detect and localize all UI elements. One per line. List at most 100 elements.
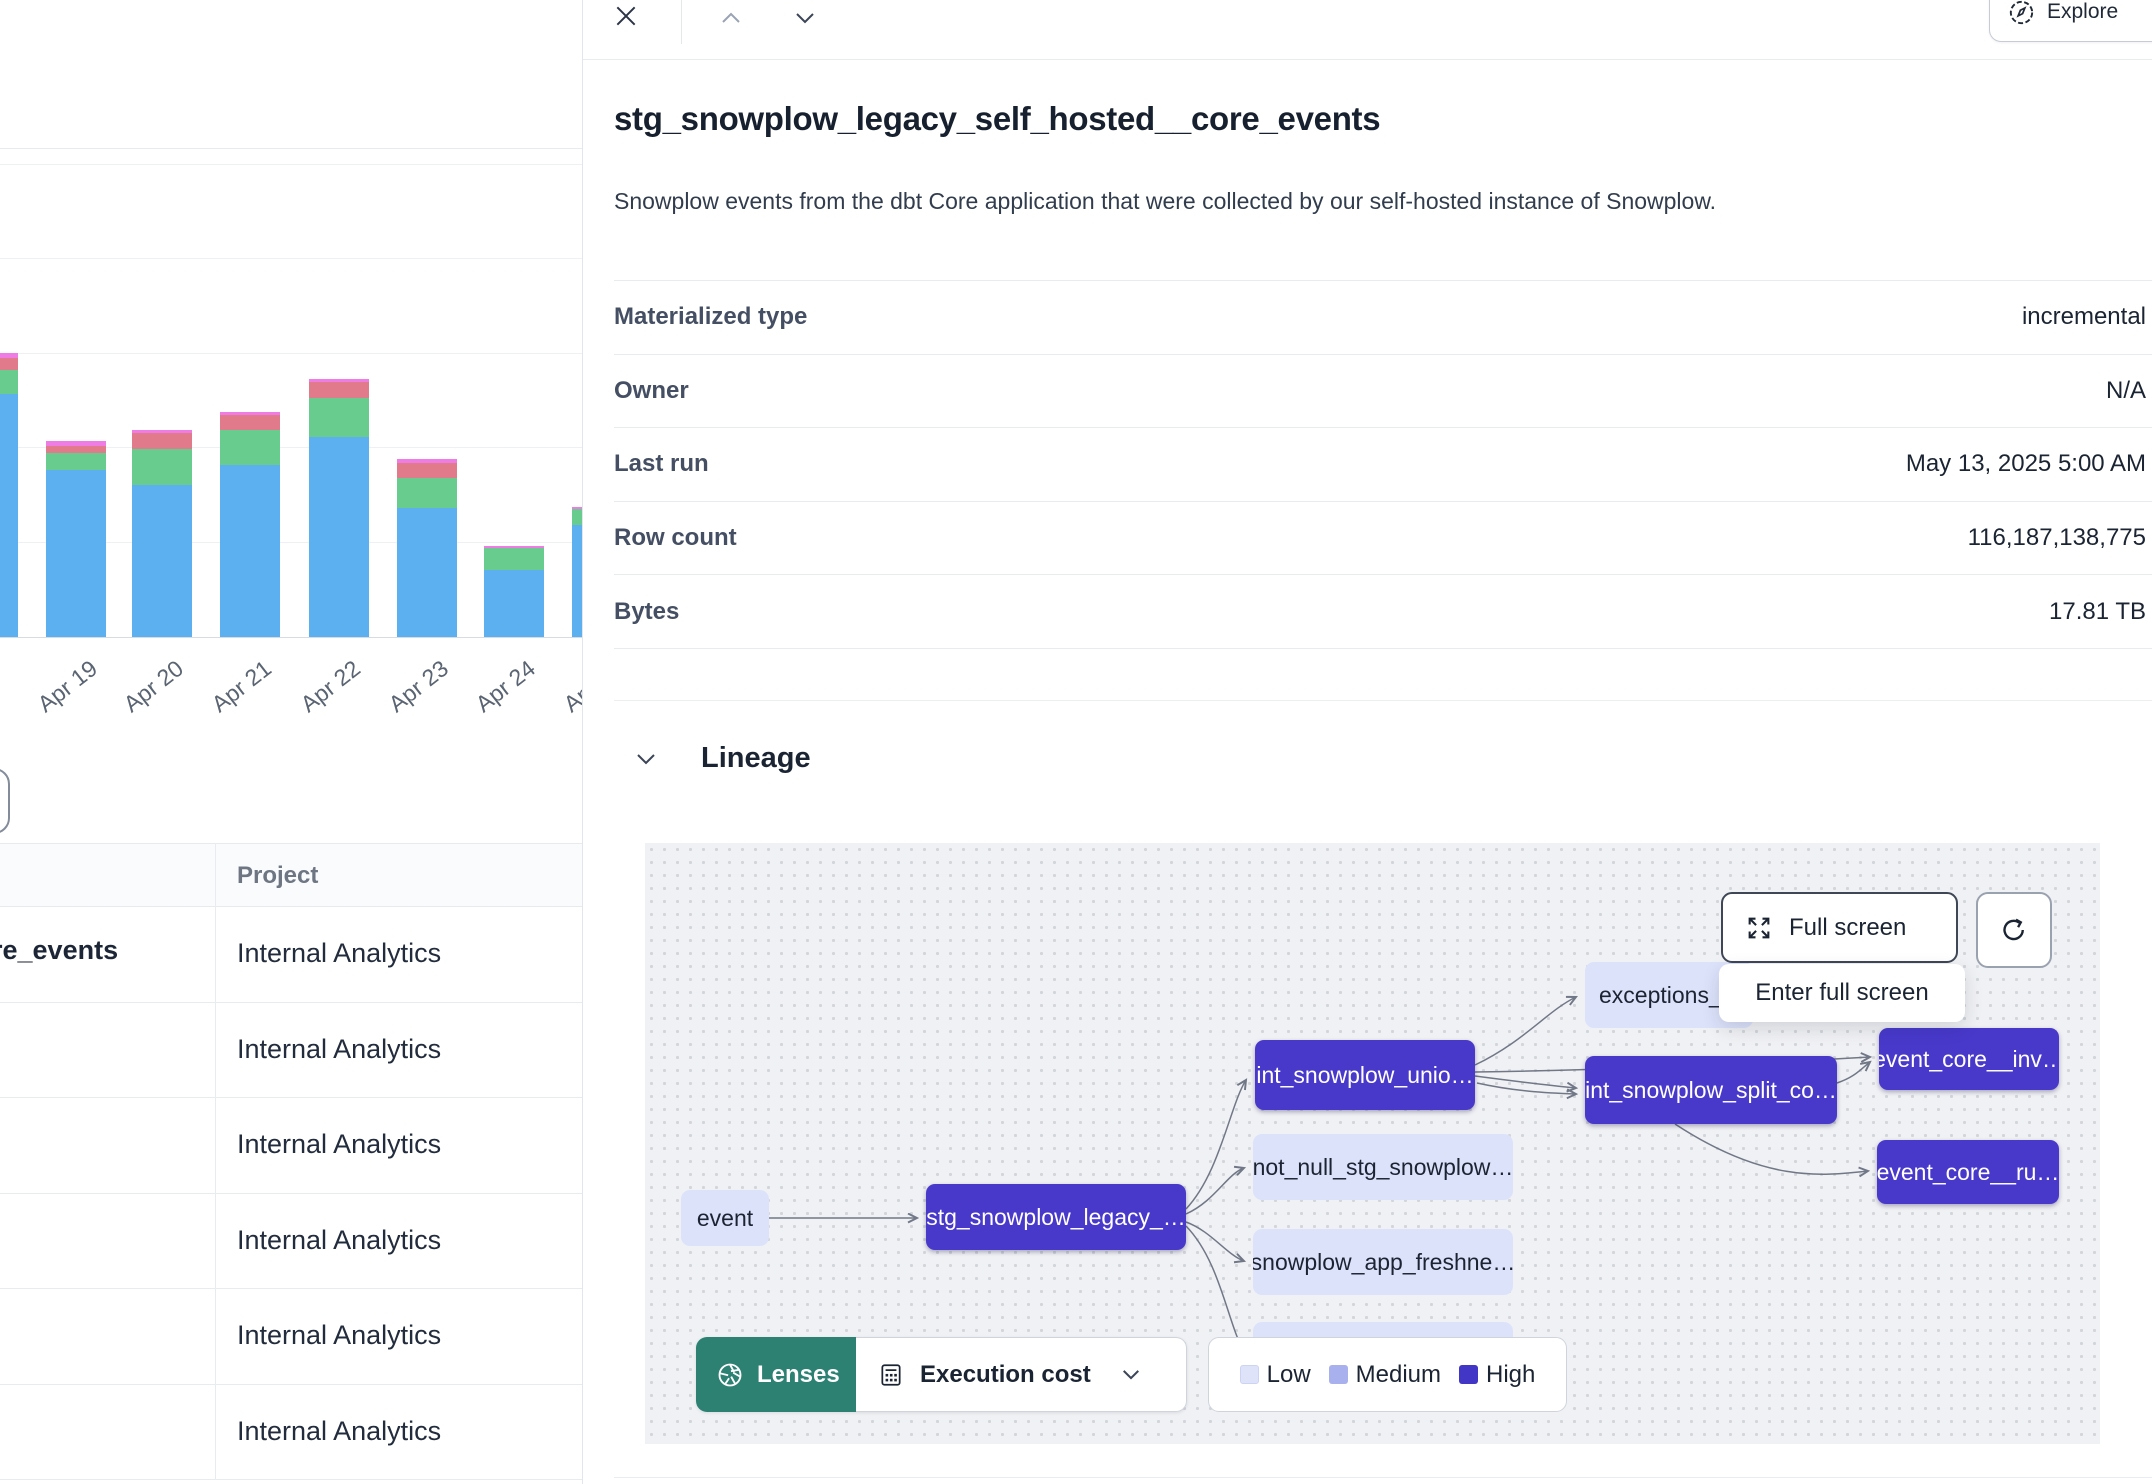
section-divider bbox=[614, 700, 2152, 701]
bar-segment-red bbox=[220, 414, 280, 431]
bar-Apr 23 bbox=[397, 459, 457, 637]
fullscreen-button[interactable]: Full screen bbox=[1721, 892, 1958, 963]
legend-swatch bbox=[1328, 1365, 1348, 1384]
compass-icon bbox=[2009, 0, 2034, 24]
project-cell: Internal Analytics bbox=[237, 1320, 442, 1350]
explore-button[interactable]: Explore bbox=[1989, 0, 2152, 42]
lineage-node-ru[interactable]: event_core__ru… bbox=[1877, 1140, 2059, 1204]
table-header-row: Project bbox=[0, 843, 582, 907]
lineage-node-split_co[interactable]: int_snowplow_split_co… bbox=[1585, 1056, 1837, 1124]
meta-label: Row count bbox=[614, 524, 737, 552]
table-row[interactable]: Internal Analytics bbox=[0, 1289, 582, 1385]
legend-swatch bbox=[1239, 1365, 1259, 1384]
table-row[interactable]: Internal Analytics bbox=[0, 1002, 582, 1098]
chevron-up-icon bbox=[722, 12, 740, 23]
column-divider bbox=[215, 843, 216, 1480]
lineage-canvas[interactable]: event stg_snowplow_legacy_… int_snowplow_u… bbox=[645, 843, 2100, 1444]
fullscreen-tooltip: Enter full screen bbox=[1719, 964, 1965, 1022]
lineage-node-inv[interactable]: event_core__inv… bbox=[1879, 1028, 2059, 1090]
lineage-node-stg[interactable]: stg_snowplow_legacy_… bbox=[926, 1184, 1186, 1250]
bar-segment-violet bbox=[309, 379, 369, 382]
background-page: Apr 19 Apr 20 Apr 21 Apr 22 Apr 23 Apr 24 Apr … bbox=[0, 0, 582, 1484]
refresh-icon bbox=[2003, 918, 2024, 941]
chart-gridline bbox=[0, 447, 582, 448]
legend-item-high: High bbox=[1459, 1361, 1535, 1389]
bar-segment-violet bbox=[397, 459, 457, 464]
panel-toolbar: Explore bbox=[583, 0, 2152, 60]
meta-value: N/A bbox=[2105, 376, 2146, 404]
lineage-node-int_unio[interactable]: int_snowplow_unio… bbox=[1255, 1040, 1475, 1110]
project-column-header: Project bbox=[237, 862, 319, 889]
bar-segment-red bbox=[397, 463, 457, 479]
table-row[interactable]: re_events Internal Analytics bbox=[0, 907, 582, 1003]
legend-item-medium: Medium bbox=[1328, 1361, 1441, 1389]
lenses-button[interactable]: Lenses bbox=[696, 1337, 856, 1412]
bar-Apr 20 bbox=[132, 430, 192, 637]
meta-value: May 13, 2025 5:00 AM bbox=[1905, 450, 2146, 478]
bar-Apr 22 bbox=[309, 379, 369, 637]
fullscreen-label: Full screen bbox=[1789, 913, 1907, 941]
partial-pill-button[interactable] bbox=[0, 768, 10, 834]
expand-icon bbox=[1748, 917, 1770, 938]
table-row[interactable]: Internal Analytics bbox=[0, 1193, 582, 1289]
lineage-heading: Lineage bbox=[701, 742, 811, 774]
bar-segment-green bbox=[132, 448, 192, 485]
meta-label: Bytes bbox=[614, 597, 680, 625]
section-divider bbox=[614, 1477, 2152, 1478]
bar-segment-green bbox=[484, 548, 544, 570]
stacked-bar-chart: Apr 19 Apr 20 Apr 21 Apr 22 Apr 23 Apr 24 Apr … bbox=[0, 0, 582, 760]
bar-segment-red bbox=[46, 446, 106, 453]
close-button[interactable] bbox=[603, 0, 649, 36]
legend-label: High bbox=[1486, 1360, 1536, 1388]
chart-gridline bbox=[0, 258, 582, 259]
bar-Apr 19 bbox=[46, 441, 106, 637]
x-axis-line bbox=[0, 637, 582, 638]
toolbar-divider bbox=[681, 0, 682, 44]
models-table: Project re_events Internal Analytics Int… bbox=[0, 843, 582, 1480]
metadata-table: Materialized type incremental Owner N/A La… bbox=[614, 280, 2152, 649]
bar-segment-blue bbox=[572, 525, 582, 637]
project-cell: Internal Analytics bbox=[237, 938, 442, 968]
bar-segment-green bbox=[572, 509, 582, 526]
bar-Apr 25 bbox=[572, 506, 582, 637]
bar-(cut) bbox=[0, 352, 18, 637]
bar-segment-red bbox=[0, 358, 18, 370]
meta-row: Bytes 17.81 TB bbox=[614, 575, 2152, 649]
divider bbox=[0, 148, 582, 149]
lineage-node-not_null[interactable]: not_null_stg_snowplow… bbox=[1253, 1134, 1513, 1200]
chevron-down-icon bbox=[1122, 1370, 1139, 1380]
chart-gridline bbox=[0, 164, 582, 165]
bar-segment-green bbox=[309, 397, 369, 437]
table-row[interactable]: Internal Analytics bbox=[0, 1384, 582, 1480]
meta-value: 17.81 TB bbox=[2049, 597, 2146, 625]
table-row[interactable]: Internal Analytics bbox=[0, 1098, 582, 1194]
bar-segment-blue bbox=[309, 436, 369, 637]
lineage-node-event[interactable]: event bbox=[681, 1190, 769, 1246]
bar-segment-violet bbox=[484, 546, 544, 549]
model-description: Snowplow events from the dbt Core applic… bbox=[614, 188, 1717, 214]
bar-Apr 21 bbox=[220, 412, 280, 637]
lens-selector-dropdown[interactable]: Execution cost bbox=[856, 1337, 1187, 1412]
bar-segment-violet bbox=[46, 441, 106, 447]
meta-row: Row count 116,187,138,775 bbox=[614, 502, 2152, 576]
lineage-node-freshness[interactable]: snowplow_app_freshne… bbox=[1253, 1229, 1513, 1295]
project-cell: Internal Analytics bbox=[237, 1033, 442, 1064]
bar-segment-violet bbox=[0, 352, 18, 359]
bar-segment-violet bbox=[220, 412, 280, 415]
refresh-button[interactable] bbox=[1976, 892, 2052, 968]
bar-segment-blue bbox=[0, 394, 18, 637]
bar-segment-green bbox=[220, 430, 280, 465]
bar-segment-blue bbox=[220, 464, 280, 637]
lineage-collapse-button[interactable] bbox=[635, 752, 657, 766]
previous-item-button[interactable] bbox=[713, 2, 749, 34]
legend-item-low: Low bbox=[1239, 1361, 1311, 1389]
bar-segment-red bbox=[132, 432, 192, 449]
meta-row: Owner N/A bbox=[614, 355, 2152, 429]
model-title: stg_snowplow_legacy_self_hosted__core_ev… bbox=[614, 100, 1381, 137]
lenses-control: Lenses Execution cost bbox=[696, 1337, 1187, 1412]
chart-gridline bbox=[0, 542, 582, 543]
lenses-label: Lenses bbox=[757, 1360, 840, 1388]
bar-segment-green bbox=[397, 478, 457, 508]
next-item-button[interactable] bbox=[787, 2, 823, 34]
execution-cost-icon bbox=[881, 1363, 901, 1386]
